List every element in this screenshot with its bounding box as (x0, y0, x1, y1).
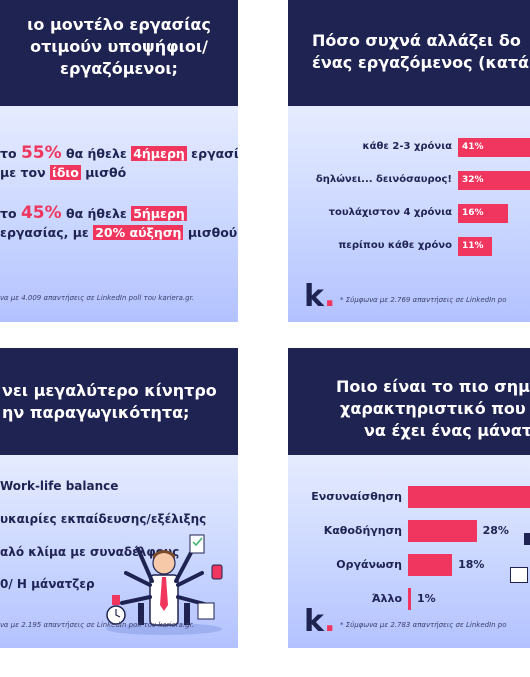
title-line: ην παραγωγικότητα; (2, 403, 190, 422)
bar-value-label: 18% (458, 558, 485, 571)
motivation-item: 0/ Η μάνατζερ (0, 577, 95, 591)
panel-work-model: ιο μοντέλο εργασίας οτιμούν υποψήφιοι/ ε… (0, 0, 238, 322)
title-line: νει μεγαλύτερο κίνητρο (2, 381, 217, 400)
title-line: εργαζόμενοι; (60, 59, 178, 78)
category-label: περίπου κάθε χρόνο (338, 240, 452, 251)
category-label: Ενσυναίσθηση (311, 490, 402, 503)
footnote: * Σύμφωνα με 2.769 απαντήσεις σε LinkedI… (340, 296, 507, 304)
motivation-item: αλό κλίμα με συναδέλφους (0, 545, 180, 559)
panel-manager-trait-body: Ενσυναίσθηση Καθοδήγηση 28% Οργάνωση 18% Άλλο… (288, 455, 530, 648)
bar (458, 138, 530, 157)
motivation-item: υκαιρίες εκπαίδευσης/εξέλιξης (0, 512, 207, 526)
title-line: ένας εργαζόμενος (κατά (312, 53, 530, 72)
pct-value: 55% (20, 143, 62, 163)
highlight: ίδιο (49, 165, 81, 180)
kariera-logo: k. (304, 604, 336, 639)
bar (408, 554, 453, 576)
panel-motivation: νει μεγαλύτερο κίνητρο ην παραγωγικότητα… (0, 348, 238, 648)
category-label: Καθοδήγηση (323, 524, 402, 537)
panel-job-change: Πόσο συχνά αλλάζει δο ένας εργαζόμενος (… (288, 0, 530, 322)
bar (458, 171, 530, 190)
category-label: τουλάχιστον 4 χρόνια (328, 207, 452, 218)
highlight: 20% αύξηση (93, 225, 184, 240)
bar-value-label: 16% (462, 208, 484, 218)
bar (408, 486, 530, 508)
manager-trait-chart: Ενσυναίσθηση Καθοδήγηση 28% Οργάνωση 18% Άλλο… (288, 455, 530, 615)
bar-value-label: 1% (417, 592, 436, 605)
bar-value-label: 32% (462, 175, 484, 185)
panel-job-change-body: κάθε 2-3 χρόνια 41% δηλώνει... δεινόσαυρος… (288, 106, 530, 322)
category-label: δηλώνει... δεινόσαυρος! (315, 174, 452, 185)
motivation-item: Work-life balance (0, 479, 119, 493)
bar-value-label: 11% (462, 241, 484, 251)
panel-motivation-header: νει μεγαλύτερο κίνητρο ην παραγωγικότητα… (0, 348, 238, 455)
category-label: Άλλο (371, 592, 402, 605)
footnote: * Σύμφωνα με 2.783 απαντήσεις σε LinkedI… (340, 621, 507, 629)
multitasking-man-illustration (106, 534, 223, 635)
title-line: ιο μοντέλο εργασίας (27, 15, 211, 34)
title-line: Πόσο συχνά αλλάζει δο (312, 31, 521, 50)
title-line: να έχει ένας μάνατζε (364, 421, 530, 440)
footnote: να με 4.009 απαντήσεις σε LinkedIn poll … (0, 294, 195, 302)
bar-value-label: 28% (482, 524, 509, 537)
highlight: 4ήμερη (131, 146, 187, 161)
bar (458, 237, 493, 256)
device-icon (524, 533, 530, 545)
category-label: Οργάνωση (336, 558, 402, 571)
panel-manager-trait: Ποιο είναι το πιο σημαν χαρακτηριστικό π… (288, 348, 530, 648)
panel-manager-trait-header: Ποιο είναι το πιο σημαν χαρακτηριστικό π… (288, 348, 530, 455)
bar (458, 204, 508, 223)
statement-4day: το 55% θα ήθελε 4ήμερη εργασία, με τον ί… (0, 143, 238, 180)
bar (408, 520, 477, 542)
title-line: οτιμούν υποψήφιοι/ (30, 37, 208, 56)
title-line: χαρακτηριστικό που πρ (340, 399, 530, 418)
category-label: κάθε 2-3 χρόνια (362, 141, 453, 152)
panel-motivation-body: Work-life balance υκαιρίες εκπαίδευσης/ε… (0, 455, 238, 648)
panel-work-model-body: το 55% θα ήθελε 4ήμερη εργασία, με τον ί… (0, 106, 238, 322)
calendar-icon (510, 567, 528, 583)
highlight: 5ήμερη (131, 206, 187, 221)
job-change-chart: κάθε 2-3 χρόνια 41% δηλώνει... δεινόσαυρος… (288, 106, 530, 276)
bar (408, 588, 411, 610)
pct-value: 45% (20, 203, 62, 223)
kariera-logo: k. (304, 279, 336, 314)
title-line: Ποιο είναι το πιο σημαν (336, 377, 530, 396)
footnote: να με 2.195 απαντήσεις σε LinkedIn poll … (0, 621, 195, 629)
panel-job-change-header: Πόσο συχνά αλλάζει δο ένας εργαζόμενος (… (288, 0, 530, 106)
bar-value-label: 41% (462, 142, 484, 152)
statement-5day: το 45% θα ήθελε 5ήμερη εργασίας, με 20% … (0, 203, 238, 240)
panel-work-model-header: ιο μοντέλο εργασίας οτιμούν υποψήφιοι/ ε… (0, 0, 238, 106)
